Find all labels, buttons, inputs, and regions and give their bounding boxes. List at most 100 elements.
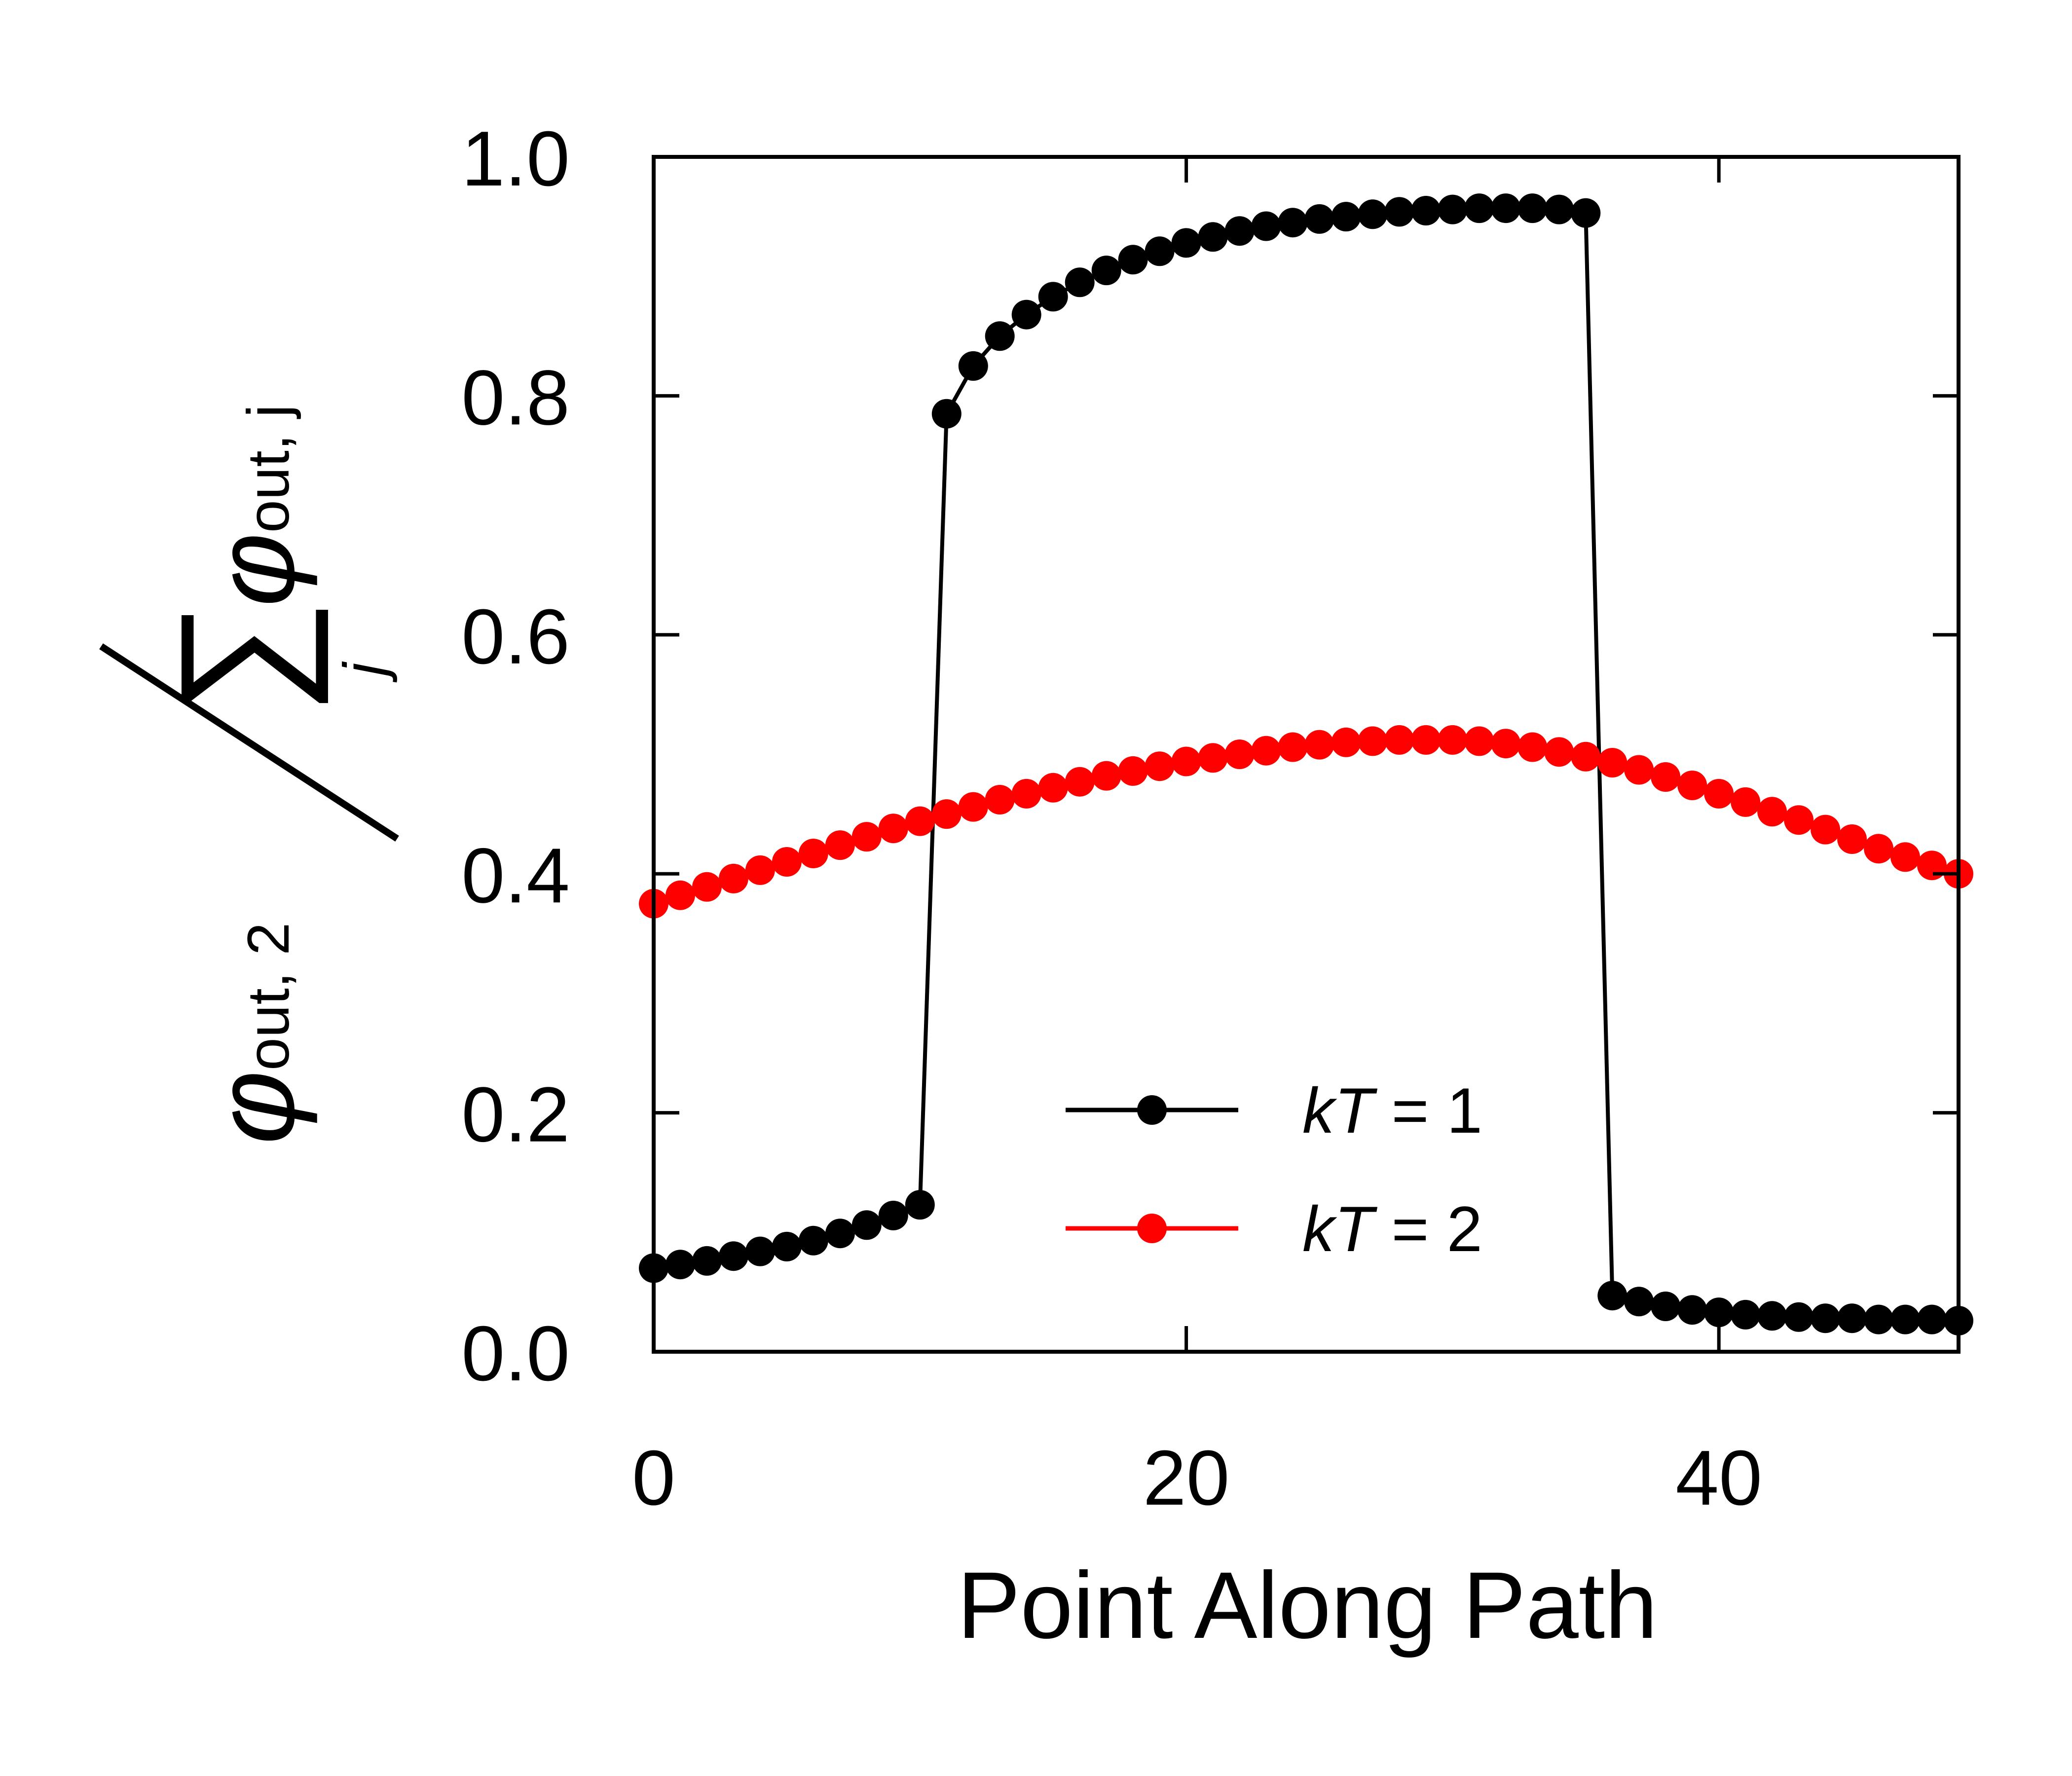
- data-point: [1171, 746, 1201, 777]
- y-tick-label: 1.0: [461, 115, 570, 202]
- data-point: [825, 830, 855, 860]
- data-point: [1011, 299, 1041, 330]
- y-tick-label: 0.2: [461, 1072, 570, 1158]
- data-point: [1491, 729, 1521, 759]
- data-point: [1704, 778, 1734, 809]
- data-point: [905, 1190, 935, 1220]
- y-tick-label: 0.8: [461, 354, 570, 441]
- y-label-numerator-symbol: φ: [191, 1071, 318, 1145]
- data-point: [1517, 732, 1548, 762]
- data-point: [692, 1246, 722, 1276]
- data-point: [1224, 216, 1255, 246]
- data-point: [1384, 725, 1414, 755]
- series-line-kt1: [653, 206, 1959, 1323]
- data-point: [1784, 805, 1814, 835]
- data-point: [1544, 194, 1574, 224]
- data-point: [1145, 751, 1175, 781]
- data-point: [1145, 236, 1175, 266]
- data-point: [1597, 748, 1628, 777]
- data-point: [1331, 202, 1361, 232]
- series-kt1: [639, 193, 1973, 1335]
- data-point: [772, 1231, 802, 1261]
- y-tick-label: 0.4: [461, 832, 570, 919]
- data-point: [1491, 193, 1521, 223]
- data-point: [905, 806, 935, 836]
- data-point: [1811, 814, 1841, 845]
- legend-marker-kt1: [1137, 1095, 1167, 1125]
- legend-entry-kt1: kT = 1: [1066, 1074, 1482, 1147]
- data-point: [958, 792, 988, 822]
- data-point: [1065, 267, 1095, 297]
- data-point: [1304, 730, 1334, 760]
- data-point: [1411, 725, 1441, 755]
- y-label-denominator-symbol: φ: [191, 533, 318, 607]
- data-point: [1438, 725, 1468, 755]
- data-point: [878, 1200, 908, 1230]
- data-point: [1411, 196, 1441, 225]
- data-point: [1864, 834, 1894, 864]
- data-point: [985, 321, 1015, 351]
- data-point: [1438, 194, 1468, 224]
- data-point: [931, 399, 962, 429]
- data-point: [1917, 1304, 1947, 1334]
- plot-frame: [652, 155, 1961, 1354]
- data-point: [958, 351, 988, 381]
- legend-label-kt1: kT = 1: [1302, 1074, 1482, 1147]
- data-point: [1198, 222, 1228, 252]
- series-layer: [639, 193, 1973, 1335]
- data-point: [718, 1241, 748, 1271]
- legend-marker-kt2: [1137, 1214, 1167, 1243]
- x-tick-label: 40: [1675, 1435, 1762, 1521]
- data-point: [666, 880, 695, 910]
- y-axis-label: φ out, 2 ∑ j φ out, j: [99, 405, 399, 1145]
- data-point: [1278, 732, 1308, 762]
- data-point: [1784, 1302, 1814, 1332]
- data-point: [1811, 1303, 1841, 1333]
- data-point: [1677, 771, 1707, 800]
- data-point: [1304, 204, 1334, 234]
- data-point: [878, 814, 908, 844]
- data-point: [1358, 199, 1388, 229]
- data-point: [1065, 767, 1095, 797]
- data-point: [1890, 1304, 1920, 1334]
- data-point: [1091, 256, 1121, 286]
- data-point: [851, 1210, 882, 1240]
- x-axis-label: Point Along Path: [957, 1552, 1658, 1658]
- data-point: [718, 863, 748, 893]
- data-point: [1224, 740, 1255, 769]
- data-point: [1917, 851, 1947, 881]
- data-point: [1038, 282, 1068, 312]
- data-point: [1677, 1295, 1707, 1325]
- data-point: [1864, 1304, 1894, 1334]
- data-point: [1171, 228, 1201, 258]
- data-point: [1251, 211, 1281, 241]
- data-point: [1890, 842, 1920, 872]
- y-label-fraction-slash: [99, 643, 399, 842]
- data-point: [1757, 1301, 1787, 1331]
- data-point: [1331, 727, 1361, 757]
- data-point: [1464, 193, 1494, 223]
- y-label-sum-symbol: ∑: [146, 599, 329, 715]
- data-point: [931, 799, 962, 829]
- series-kt2: [639, 725, 1973, 919]
- data-point: [1118, 756, 1148, 786]
- data-point: [772, 847, 802, 877]
- data-point: [1624, 755, 1654, 785]
- data-point: [745, 855, 775, 885]
- data-point: [1597, 1281, 1628, 1311]
- data-point: [1571, 198, 1601, 228]
- data-point: [1517, 193, 1548, 223]
- data-point: [692, 872, 722, 902]
- data-point: [985, 785, 1015, 814]
- data-point: [1011, 778, 1041, 809]
- y-label-denominator-subscript: out, j: [235, 405, 301, 533]
- x-tick-label: 20: [1143, 1435, 1230, 1521]
- data-point: [1571, 741, 1601, 772]
- legend-label-kt2: kT = 2: [1302, 1193, 1482, 1265]
- data-point: [1251, 736, 1281, 766]
- y-label-sum-index: j: [332, 661, 398, 683]
- data-point: [1278, 208, 1308, 238]
- data-point: [745, 1236, 775, 1266]
- legend: kT = 1 kT = 2: [1066, 1074, 1482, 1265]
